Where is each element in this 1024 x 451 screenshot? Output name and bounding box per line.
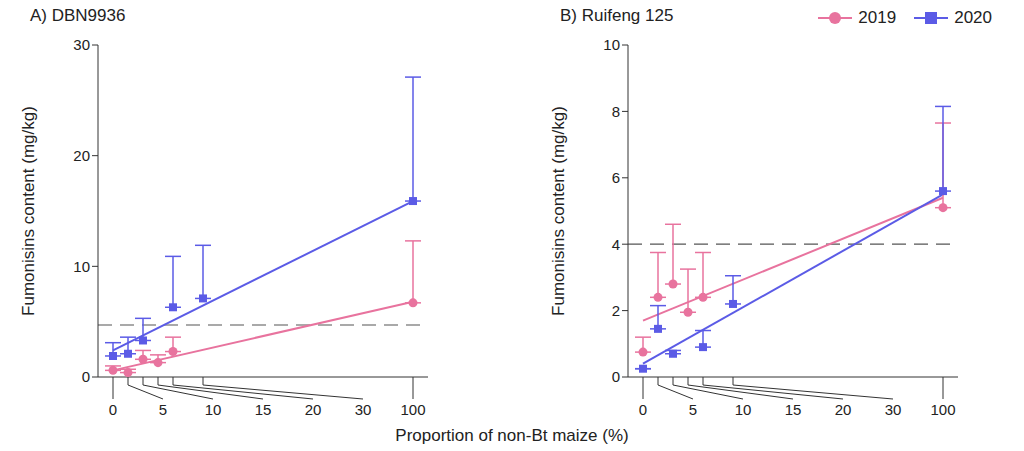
svg-text:15: 15 (255, 401, 272, 418)
svg-text:0: 0 (639, 401, 647, 418)
html-text:Proportion of non-Bt maize (%): Proportion of non-Bt maize (%) (395, 426, 629, 445)
svg-text:30: 30 (885, 401, 902, 418)
svg-text:10: 10 (735, 401, 752, 418)
svg-text:30: 30 (355, 401, 372, 418)
svg-text:20: 20 (835, 401, 852, 418)
svg-text:Fumonisins content (mg/kg): Fumonisins content (mg/kg) (549, 106, 568, 316)
svg-text:0: 0 (82, 368, 90, 385)
svg-text:8: 8 (612, 103, 620, 120)
svg-text:6: 6 (612, 169, 620, 186)
svg-text:10: 10 (73, 258, 90, 275)
svg-text:2: 2 (612, 302, 620, 319)
svg-text:0: 0 (109, 401, 117, 418)
svg-text:15: 15 (785, 401, 802, 418)
svg-text:4: 4 (612, 236, 620, 253)
svg-text:100: 100 (930, 401, 955, 418)
svg-text:20: 20 (73, 147, 90, 164)
svg-text:100: 100 (400, 401, 425, 418)
svg-text:20: 20 (305, 401, 322, 418)
html-text:B) Ruifeng 125: B) Ruifeng 125 (560, 6, 674, 25)
svg-text:5: 5 (159, 401, 167, 418)
html-text:2020: 2020 (954, 8, 992, 27)
svg-text:5: 5 (689, 401, 697, 418)
html-text:2019: 2019 (858, 8, 897, 27)
svg-text:0: 0 (612, 368, 620, 385)
svg-text:10: 10 (205, 401, 222, 418)
svg-text:30: 30 (73, 36, 90, 53)
svg-text:Fumonisins content (mg/kg): Fumonisins content (mg/kg) (19, 106, 38, 316)
svg-text:10: 10 (603, 36, 620, 53)
html-text:A) DBN9936: A) DBN9936 (30, 6, 126, 25)
